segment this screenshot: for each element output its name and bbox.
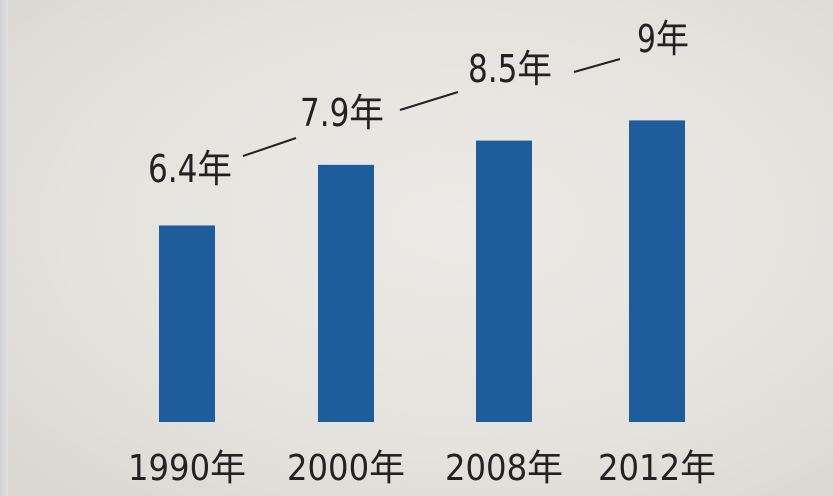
category-label-0: 1990年 [128,448,246,489]
data-label-0: 6.4年 [148,147,232,191]
bar-0 [159,225,215,422]
data-label-1: 7.9年 [300,91,384,135]
category-label-3: 2012年 [598,448,716,489]
bar-1 [318,164,374,422]
page-edge [0,0,8,496]
label-connector-1 [399,91,459,111]
label-connector-0 [242,137,297,157]
data-label-3: 9年 [637,17,689,61]
category-label-2: 2008年 [445,448,563,489]
label-connector-2 [573,58,621,73]
category-label-1: 2000年 [287,448,405,489]
data-label-2: 8.5年 [468,47,552,91]
bar-2 [476,140,532,422]
bar-3 [629,120,685,423]
